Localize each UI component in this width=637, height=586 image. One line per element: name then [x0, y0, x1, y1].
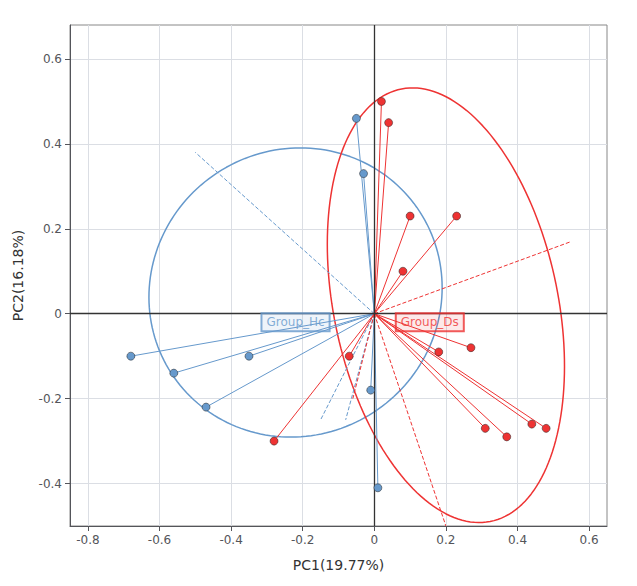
- svg-text:-0.8: -0.8: [76, 533, 99, 547]
- svg-text:0.6: 0.6: [43, 52, 62, 66]
- svg-text:-0.4: -0.4: [219, 533, 242, 547]
- svg-text:PC2(16.18%): PC2(16.18%): [10, 230, 26, 321]
- svg-text:0.6: 0.6: [580, 533, 599, 547]
- svg-text:-0.2: -0.2: [39, 392, 62, 406]
- svg-text:0.2: 0.2: [436, 533, 455, 547]
- svg-text:0.2: 0.2: [43, 222, 62, 236]
- svg-text:PC1(19.77%): PC1(19.77%): [293, 557, 384, 573]
- svg-text:0: 0: [54, 307, 62, 321]
- svg-text:Group_Ds: Group_Ds: [401, 315, 459, 329]
- svg-text:-0.6: -0.6: [148, 533, 171, 547]
- svg-text:0.4: 0.4: [43, 137, 62, 151]
- svg-text:-0.4: -0.4: [39, 477, 62, 491]
- svg-text:Group_Hc: Group_Hc: [266, 315, 324, 329]
- svg-text:0.4: 0.4: [508, 533, 527, 547]
- svg-text:-0.2: -0.2: [291, 533, 314, 547]
- svg-text:0: 0: [370, 533, 378, 547]
